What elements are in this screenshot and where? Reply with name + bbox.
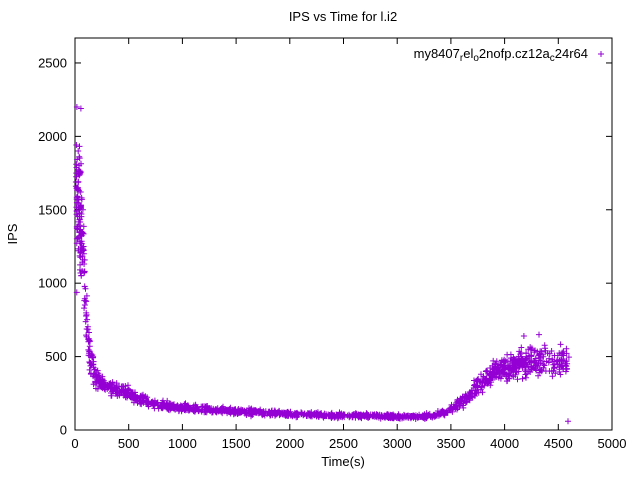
y-tick-label: 500	[45, 349, 67, 364]
x-axis: 0 500 1000 1500 2000 2500 3000 3500 4000 4500 5000	[71, 38, 626, 451]
legend: my8407relo2nofp.cz12ac24r64	[414, 46, 604, 64]
y-tick-label: 0	[60, 423, 67, 438]
y-tick-label: 2500	[38, 55, 67, 70]
y-tick-label: 1000	[38, 276, 67, 291]
data-series	[72, 104, 572, 425]
x-tick-label: 3000	[383, 436, 412, 451]
x-tick-label: 0	[71, 436, 78, 451]
x-tick-label: 4000	[490, 436, 519, 451]
legend-marker-icon	[598, 51, 604, 57]
x-tick-label: 5000	[598, 436, 627, 451]
y-axis: 0 500 1000 1500 2000 2500	[38, 55, 612, 438]
x-tick-label: 1500	[222, 436, 251, 451]
y-tick-label: 2000	[38, 129, 67, 144]
chart-title: IPS vs Time for l.i2	[289, 9, 397, 24]
data-points	[72, 104, 572, 425]
x-tick-label: 2500	[329, 436, 358, 451]
x-tick-label: 500	[118, 436, 140, 451]
y-tick-label: 1500	[38, 202, 67, 217]
legend-label: my8407relo2nofp.cz12ac24r64	[414, 46, 588, 64]
x-axis-label: Time(s)	[321, 454, 365, 469]
x-tick-label: 4500	[544, 436, 573, 451]
y-axis-label: IPS	[5, 223, 20, 244]
x-tick-label: 2000	[275, 436, 304, 451]
x-tick-label: 1000	[168, 436, 197, 451]
x-tick-label: 3500	[436, 436, 465, 451]
